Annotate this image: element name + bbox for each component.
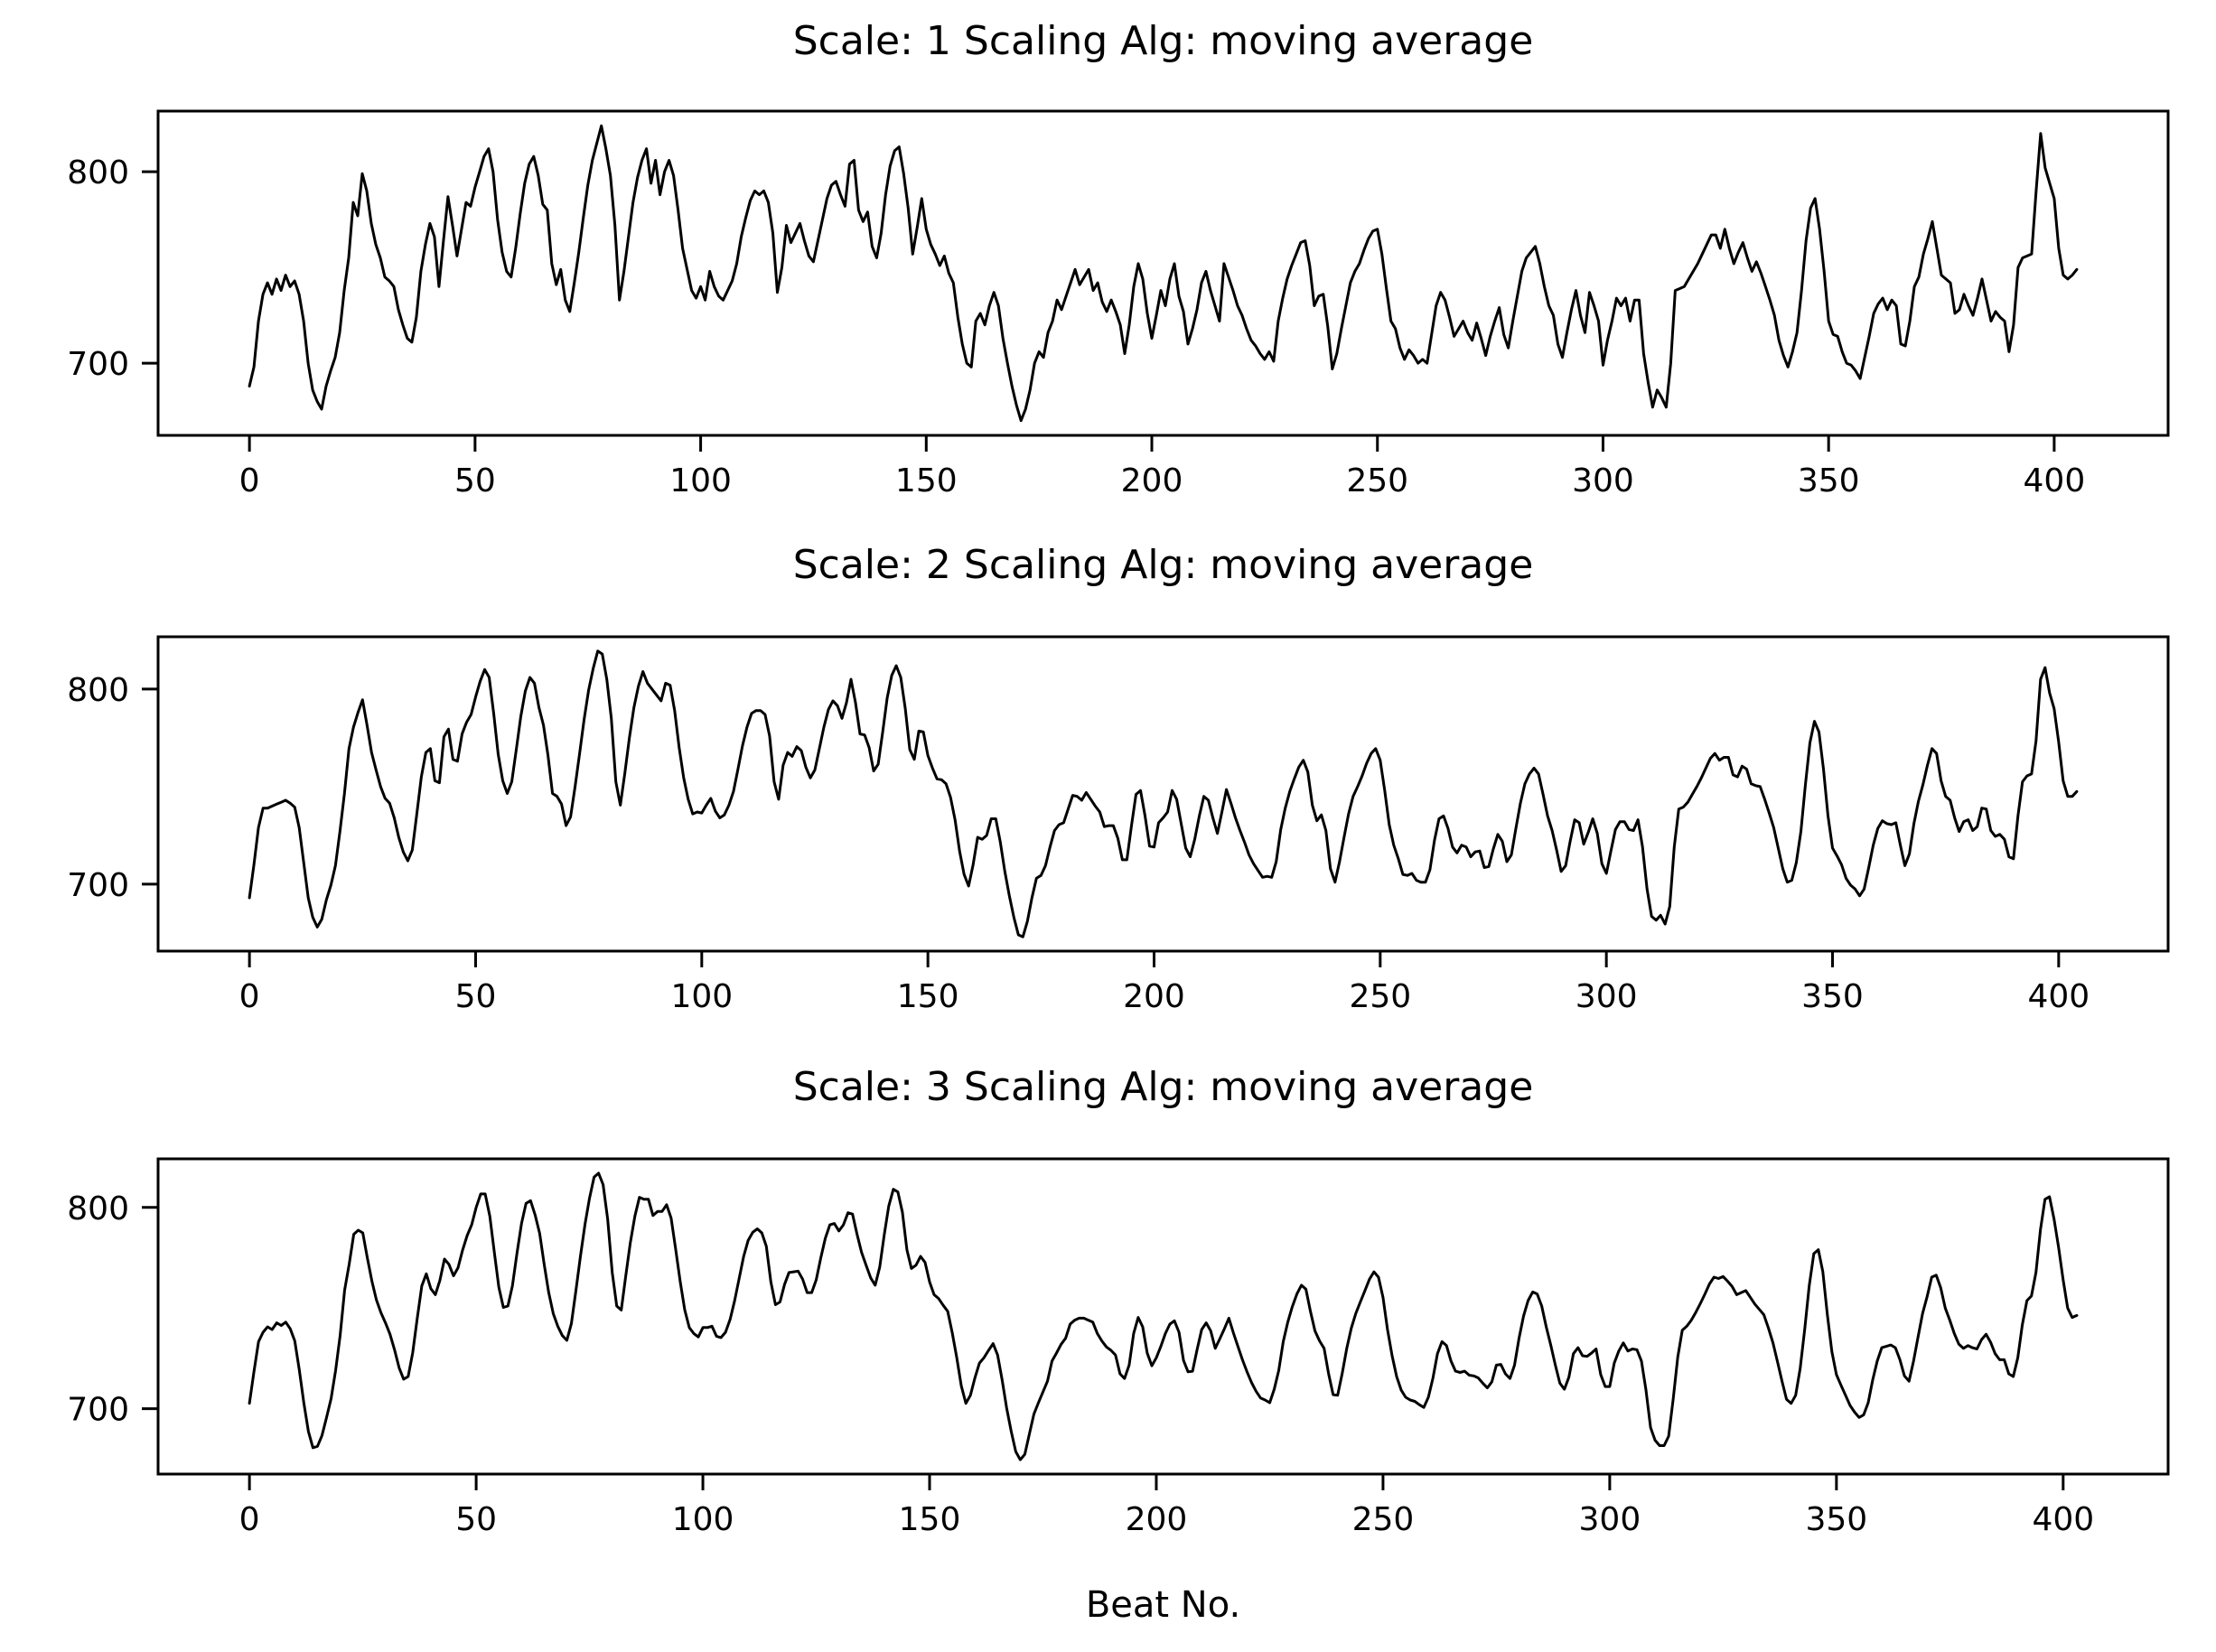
panel-title-scale-2: Scale: 2 Scaling Alg: moving average bbox=[792, 542, 1534, 588]
x-tick-label: 250 bbox=[1349, 978, 1411, 1015]
axes-box bbox=[156, 1157, 2170, 1476]
data-line-scale-2 bbox=[248, 649, 2079, 938]
x-tick-label: 350 bbox=[1801, 978, 1864, 1015]
panel-title-scale-3: Scale: 3 Scaling Alg: moving average bbox=[792, 1064, 1534, 1110]
x-tick-label: 200 bbox=[1126, 1501, 1188, 1538]
x-tick-label: 50 bbox=[455, 978, 497, 1015]
x-tick-label: 250 bbox=[1352, 1501, 1415, 1538]
x-tick-label: 50 bbox=[454, 462, 496, 499]
x-tick-label: 300 bbox=[1572, 462, 1634, 499]
x-tick-label: 350 bbox=[1805, 1501, 1867, 1538]
x-tick-label: 350 bbox=[1798, 462, 1860, 499]
x-tick-label: 400 bbox=[2024, 462, 2086, 499]
x-tick-label: 400 bbox=[2032, 1501, 2094, 1538]
data-line-scale-1 bbox=[248, 124, 2079, 423]
axes-box bbox=[156, 109, 2170, 437]
y-tick-label: 700 bbox=[67, 346, 129, 383]
y-tick-label: 800 bbox=[67, 672, 129, 709]
x-tick-label: 200 bbox=[1121, 462, 1183, 499]
x-tick-label: 0 bbox=[239, 1501, 260, 1538]
x-tick-label: 300 bbox=[1579, 1501, 1641, 1538]
x-tick-label: 250 bbox=[1346, 462, 1408, 499]
x-tick-label: 400 bbox=[2027, 978, 2090, 1015]
x-tick-label: 300 bbox=[1576, 978, 1638, 1015]
panel-title-scale-1: Scale: 1 Scaling Alg: moving average bbox=[792, 18, 1534, 64]
x-tick-label: 200 bbox=[1123, 978, 1185, 1015]
x-tick-label: 150 bbox=[899, 1501, 961, 1538]
x-tick-label: 0 bbox=[239, 978, 260, 1015]
x-tick-label: 100 bbox=[672, 1501, 734, 1538]
x-tick-label: 100 bbox=[669, 462, 732, 499]
x-tick-label: 50 bbox=[455, 1501, 497, 1538]
panel-axes-scale-3: 0 50 100 150 200 250 300 350 400 700 800 bbox=[67, 1157, 2170, 1538]
x-axis-label: Beat No. bbox=[1085, 1584, 1241, 1626]
data-line-scale-3 bbox=[248, 1171, 2079, 1461]
x-tick-label: 0 bbox=[239, 462, 260, 499]
y-tick-label: 800 bbox=[67, 154, 129, 191]
x-tick-label: 150 bbox=[895, 462, 958, 499]
panel-axes-scale-1: 0 50 100 150 200 250 300 350 400 700 800 bbox=[67, 109, 2170, 499]
y-tick-label: 700 bbox=[67, 867, 129, 904]
panel-axes-scale-2: 0 50 100 150 200 250 300 350 400 700 800 bbox=[67, 635, 2170, 1015]
y-tick-label: 700 bbox=[67, 1392, 129, 1429]
x-tick-label: 100 bbox=[670, 978, 733, 1015]
axes-box bbox=[156, 635, 2170, 953]
x-tick-label: 150 bbox=[897, 978, 959, 1015]
y-tick-label: 800 bbox=[67, 1190, 129, 1227]
